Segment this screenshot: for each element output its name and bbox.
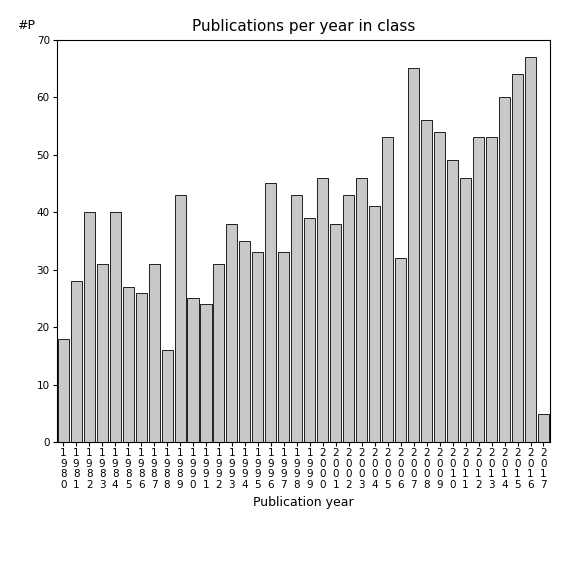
Bar <box>331 224 341 442</box>
Bar <box>499 97 510 442</box>
Bar <box>318 177 328 442</box>
Bar <box>252 252 264 442</box>
Bar <box>84 212 95 442</box>
Text: #P: #P <box>17 19 35 32</box>
Bar <box>188 298 198 442</box>
Bar <box>434 132 445 442</box>
Bar <box>213 264 225 442</box>
X-axis label: Publication year: Publication year <box>253 496 354 509</box>
Bar <box>395 258 406 442</box>
Bar <box>369 206 380 442</box>
Bar <box>96 264 108 442</box>
Bar <box>447 160 458 442</box>
Bar <box>149 264 159 442</box>
Bar <box>473 137 484 442</box>
Bar <box>291 195 302 442</box>
Bar <box>525 57 536 442</box>
Bar <box>460 177 471 442</box>
Bar <box>175 195 185 442</box>
Bar <box>201 304 211 442</box>
Bar <box>278 252 289 442</box>
Bar <box>343 195 354 442</box>
Bar <box>382 137 393 442</box>
Bar <box>538 413 549 442</box>
Bar <box>239 241 251 442</box>
Bar <box>226 224 238 442</box>
Bar <box>408 69 419 442</box>
Title: Publications per year in class: Publications per year in class <box>192 19 415 35</box>
Bar <box>109 212 121 442</box>
Bar <box>486 137 497 442</box>
Bar <box>356 177 367 442</box>
Bar <box>162 350 172 442</box>
Bar <box>265 184 276 442</box>
Bar <box>71 281 82 442</box>
Bar <box>58 338 69 442</box>
Bar <box>512 74 523 442</box>
Bar <box>122 287 134 442</box>
Bar <box>136 293 147 442</box>
Bar <box>304 218 315 442</box>
Bar <box>421 120 432 442</box>
